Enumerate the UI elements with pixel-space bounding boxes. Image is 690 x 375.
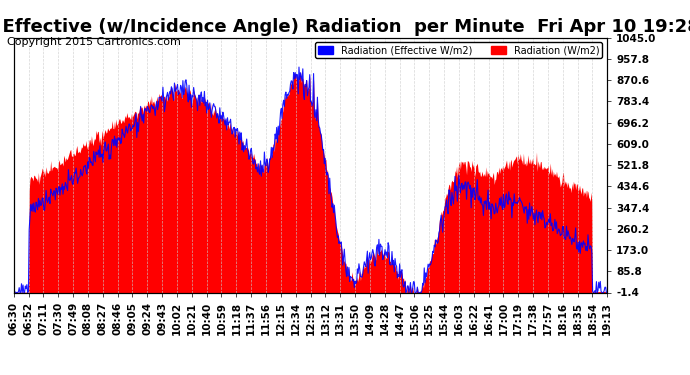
Legend: Radiation (Effective W/m2), Radiation (W/m2): Radiation (Effective W/m2), Radiation (W… — [315, 42, 602, 58]
Title: Solar & Effective (w/Incidence Angle) Radiation  per Minute  Fri Apr 10 19:28: Solar & Effective (w/Incidence Angle) Ra… — [0, 18, 690, 36]
Text: Copyright 2015 Cartronics.com: Copyright 2015 Cartronics.com — [7, 37, 181, 47]
